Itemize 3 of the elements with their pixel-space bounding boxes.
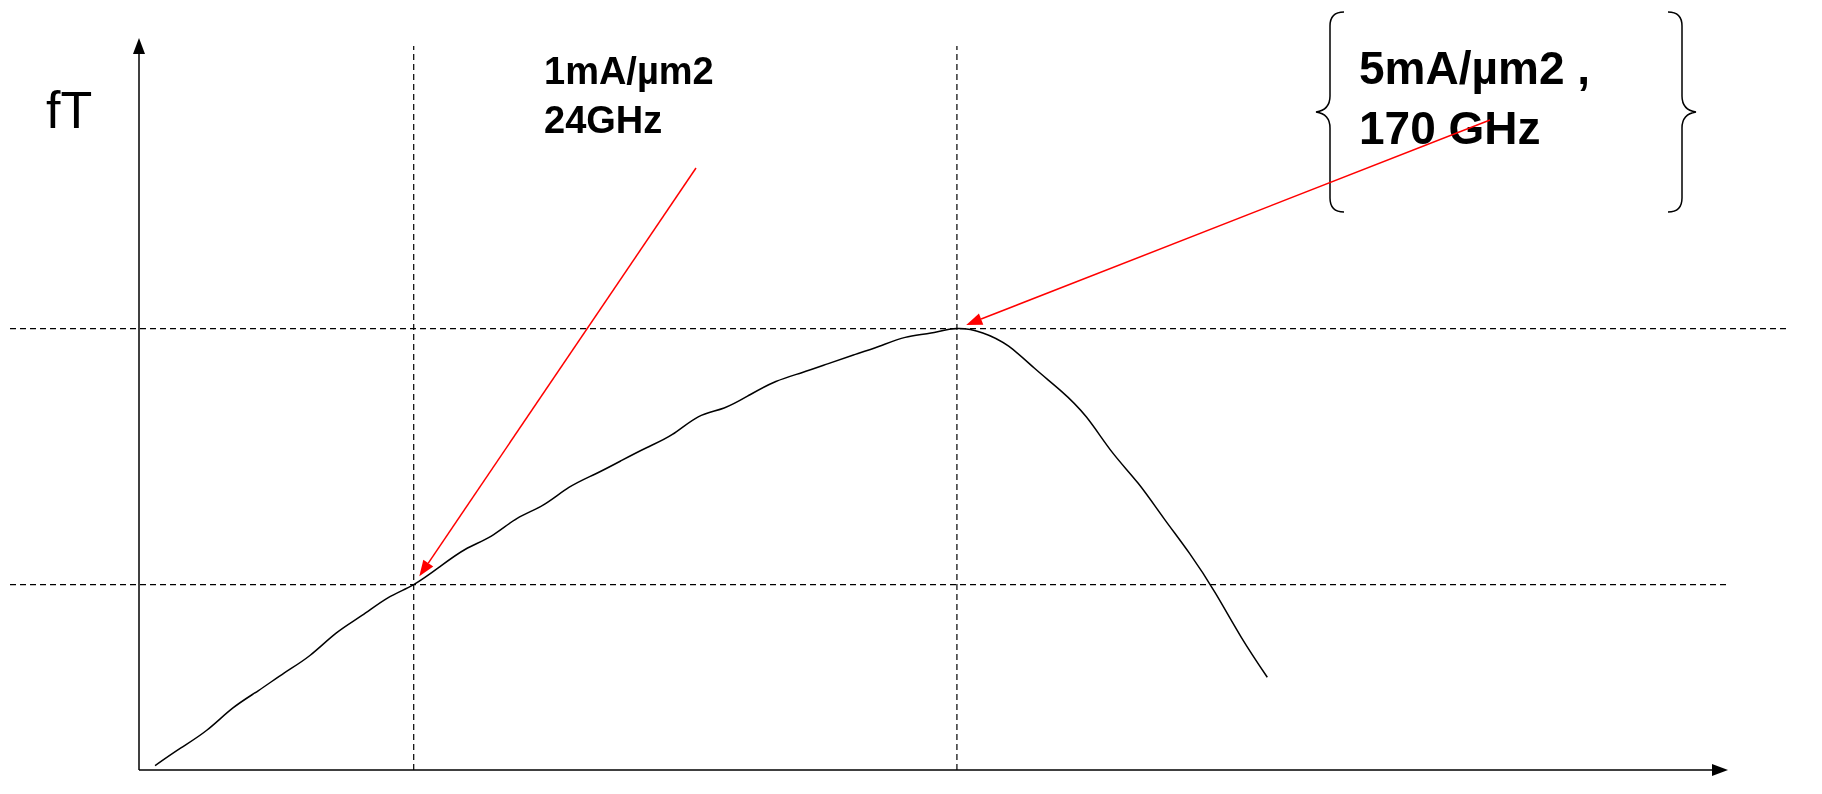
text: 1mA/µm2 24GHz (544, 50, 714, 142)
text: 5mA/µm2 , 170 GHz (1359, 42, 1591, 154)
y-axis-title: fT (46, 81, 93, 139)
